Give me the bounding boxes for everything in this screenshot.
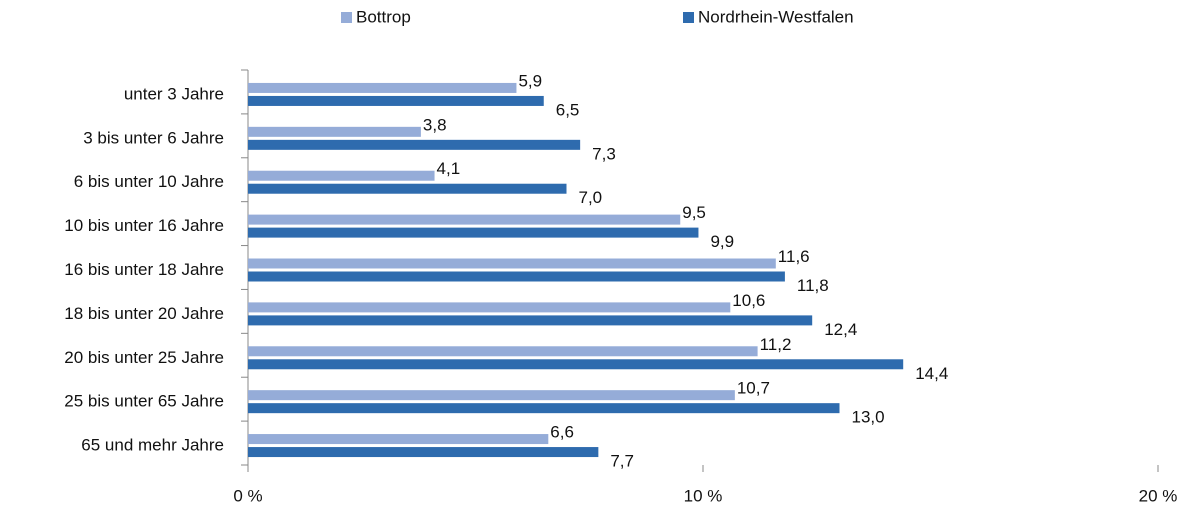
bar <box>248 183 567 194</box>
data-label: 13,0 <box>852 408 885 427</box>
bar <box>248 170 435 181</box>
bar <box>248 95 544 106</box>
bar <box>248 258 776 269</box>
bar <box>248 390 735 401</box>
bar <box>248 315 813 326</box>
y-tick-label: 65 und mehr Jahre <box>81 436 224 455</box>
bar <box>248 214 681 225</box>
data-label: 11,8 <box>797 276 829 295</box>
bar <box>248 346 758 357</box>
data-label: 11,2 <box>760 335 792 354</box>
data-label: 14,4 <box>915 364 948 383</box>
data-label: 9,5 <box>682 203 706 222</box>
bar <box>248 447 599 458</box>
data-label: 6,6 <box>550 423 574 442</box>
y-tick-label: 6 bis unter 10 Jahre <box>74 172 224 191</box>
y-tick-label: 25 bis unter 65 Jahre <box>64 392 224 411</box>
data-label: 3,8 <box>423 115 447 134</box>
x-tick-label: 20 % <box>1139 486 1178 505</box>
x-tick-label: 10 % <box>684 486 723 505</box>
y-tick-label: 10 bis unter 16 Jahre <box>64 216 224 235</box>
bar <box>248 302 731 313</box>
data-label: 12,4 <box>824 320 857 339</box>
bar <box>248 271 785 282</box>
data-label: 7,3 <box>592 144 616 163</box>
data-label: 10,7 <box>737 379 770 398</box>
data-label: 9,9 <box>710 232 734 251</box>
bar <box>248 434 549 445</box>
legend-label: Nordrhein-Westfalen <box>698 7 854 26</box>
bar <box>248 359 904 370</box>
legend-swatch <box>683 12 694 23</box>
y-tick-label: 16 bis unter 18 Jahre <box>64 260 224 279</box>
y-tick-label: 20 bis unter 25 Jahre <box>64 348 224 367</box>
data-label: 5,9 <box>518 71 542 90</box>
x-tick-label: 0 % <box>233 486 262 505</box>
y-tick-label: 3 bis unter 6 Jahre <box>83 128 224 147</box>
legend-swatch <box>341 12 352 23</box>
bar <box>248 403 840 414</box>
bar <box>248 126 421 137</box>
data-label: 10,6 <box>732 291 765 310</box>
data-label: 4,1 <box>437 159 461 178</box>
data-label: 7,0 <box>579 188 603 207</box>
data-label: 7,7 <box>610 452 634 471</box>
legend-label: Bottrop <box>356 7 411 26</box>
data-label: 11,6 <box>778 247 810 266</box>
y-tick-label: 18 bis unter 20 Jahre <box>64 304 224 323</box>
bar <box>248 139 581 150</box>
data-label: 6,5 <box>556 100 580 119</box>
bar <box>248 82 517 93</box>
y-tick-label: unter 3 Jahre <box>124 84 224 103</box>
bar <box>248 227 699 238</box>
